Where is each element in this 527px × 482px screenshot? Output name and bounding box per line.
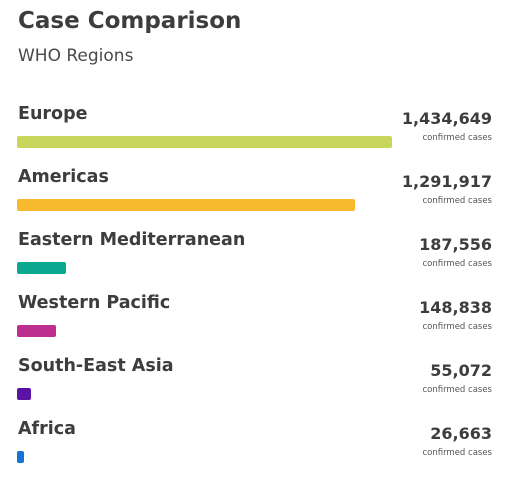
bar-category-label: Africa — [18, 419, 76, 439]
bar-value-label: 1,291,917 — [401, 172, 492, 191]
bar-category-label: Americas — [18, 167, 109, 187]
bar-unit-label: confirmed cases — [422, 259, 492, 269]
bar-category-label: Europe — [18, 104, 88, 124]
bar-category-label: South-East Asia — [18, 356, 174, 376]
chart-title: Case Comparison — [18, 8, 242, 34]
bar — [17, 199, 355, 211]
bar — [17, 325, 56, 337]
bar — [17, 388, 31, 400]
bar-row: South-East Asia 55,072 confirmed cases — [0, 355, 527, 418]
bar-unit-label: confirmed cases — [422, 385, 492, 395]
bar-value-label: 26,663 — [430, 424, 492, 443]
bar-category-label: Eastern Mediterranean — [18, 230, 246, 250]
bar-unit-label: confirmed cases — [422, 322, 492, 332]
bar-unit-label: confirmed cases — [422, 196, 492, 206]
bar — [17, 451, 24, 463]
bar-value-label: 187,556 — [419, 235, 492, 254]
bar-row: Europe 1,434,649 confirmed cases — [0, 103, 527, 166]
bar-row: Africa 26,663 confirmed cases — [0, 418, 527, 481]
chart-subtitle: WHO Regions — [18, 46, 134, 66]
bar-value-label: 148,838 — [419, 298, 492, 317]
bar-value-label: 1,434,649 — [401, 109, 492, 128]
bar-row: Americas 1,291,917 confirmed cases — [0, 166, 527, 229]
bar-row: Western Pacific 148,838 confirmed cases — [0, 292, 527, 355]
bar-unit-label: confirmed cases — [422, 448, 492, 458]
bar — [17, 262, 66, 274]
bar — [17, 136, 392, 148]
bar-unit-label: confirmed cases — [422, 133, 492, 143]
bar-category-label: Western Pacific — [18, 293, 171, 313]
bar-value-label: 55,072 — [430, 361, 492, 380]
bar-chart: Europe 1,434,649 confirmed cases Americas 1,… — [0, 103, 527, 481]
bar-row: Eastern Mediterranean 187,556 confirmed ca… — [0, 229, 527, 292]
